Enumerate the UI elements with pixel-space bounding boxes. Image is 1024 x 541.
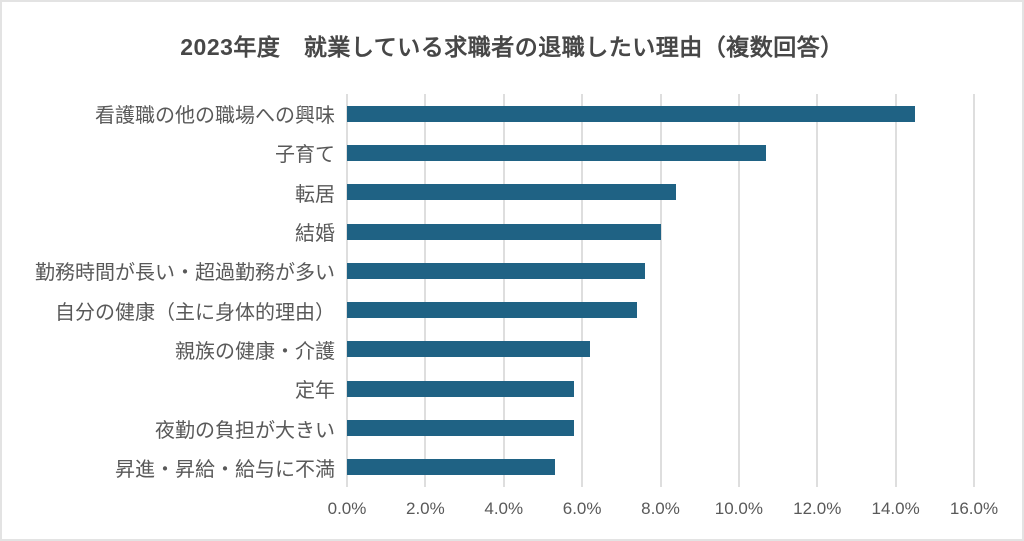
x-tick-label: 8.0% — [641, 499, 680, 518]
category-label: 昇進・昇給・給与に不満 — [115, 458, 335, 481]
gridline — [424, 94, 427, 487]
gridline — [581, 94, 584, 487]
bar-row — [347, 212, 974, 251]
bar-segment — [347, 144, 767, 161]
x-tick-label: 12.0% — [793, 499, 842, 518]
category-label: 定年 — [295, 380, 335, 403]
bar-row — [347, 94, 974, 133]
x-tick-label: 2.0% — [406, 499, 445, 518]
gridline — [737, 94, 740, 487]
x-tick-label: 0.0% — [327, 499, 367, 518]
x-tick-label: 14.0% — [871, 499, 920, 518]
category-label: 夜勤の負担が大きい — [155, 419, 335, 442]
category-label: 転居 — [295, 183, 335, 206]
gridline — [816, 94, 819, 487]
category-axis-labels: 看護職の他の職場への興味子育て転居結婚勤務時間が長い・超過勤務が多い自分の健康（… — [2, 94, 335, 487]
bar-segment — [347, 223, 661, 240]
gridline — [502, 94, 505, 487]
gridline — [894, 94, 897, 487]
x-tick-label: 6.0% — [562, 499, 602, 518]
bar-segment — [347, 459, 555, 476]
y-axis-line — [346, 94, 348, 487]
category-label: 看護職の他の職場への興味 — [95, 105, 335, 128]
category-label: 結婚 — [295, 223, 335, 246]
bar-segment — [347, 302, 637, 319]
bar-row — [347, 173, 974, 212]
bar-segment — [347, 341, 590, 358]
bar-row — [347, 330, 974, 369]
x-tick-label: 16.0% — [949, 499, 999, 518]
bar-row — [347, 251, 974, 290]
x-tick-label: 10.0% — [714, 499, 763, 518]
category-label: 親族の健康・介護 — [175, 340, 335, 363]
bar-segment — [347, 380, 575, 397]
bar-row — [347, 369, 974, 408]
category-label: 勤務時間が長い・超過勤務が多い — [35, 262, 335, 285]
bar-row — [347, 133, 974, 172]
bar-row — [347, 448, 974, 487]
bar-segment — [347, 420, 575, 437]
category-label: 子育て — [275, 144, 335, 167]
bar-row — [347, 291, 974, 330]
gridline — [659, 94, 662, 487]
bar-row — [347, 408, 974, 447]
bar-segment — [347, 105, 916, 122]
bar-segment — [347, 262, 645, 279]
x-tick-label: 4.0% — [484, 499, 524, 518]
plot-area — [346, 94, 975, 487]
gridline — [973, 94, 975, 487]
chart-title: 2023年度 就業している求職者の退職したい理由（複数回答） — [180, 34, 844, 60]
bar-segment — [347, 184, 677, 201]
category-label: 自分の健康（主に身体的理由） — [55, 301, 335, 324]
